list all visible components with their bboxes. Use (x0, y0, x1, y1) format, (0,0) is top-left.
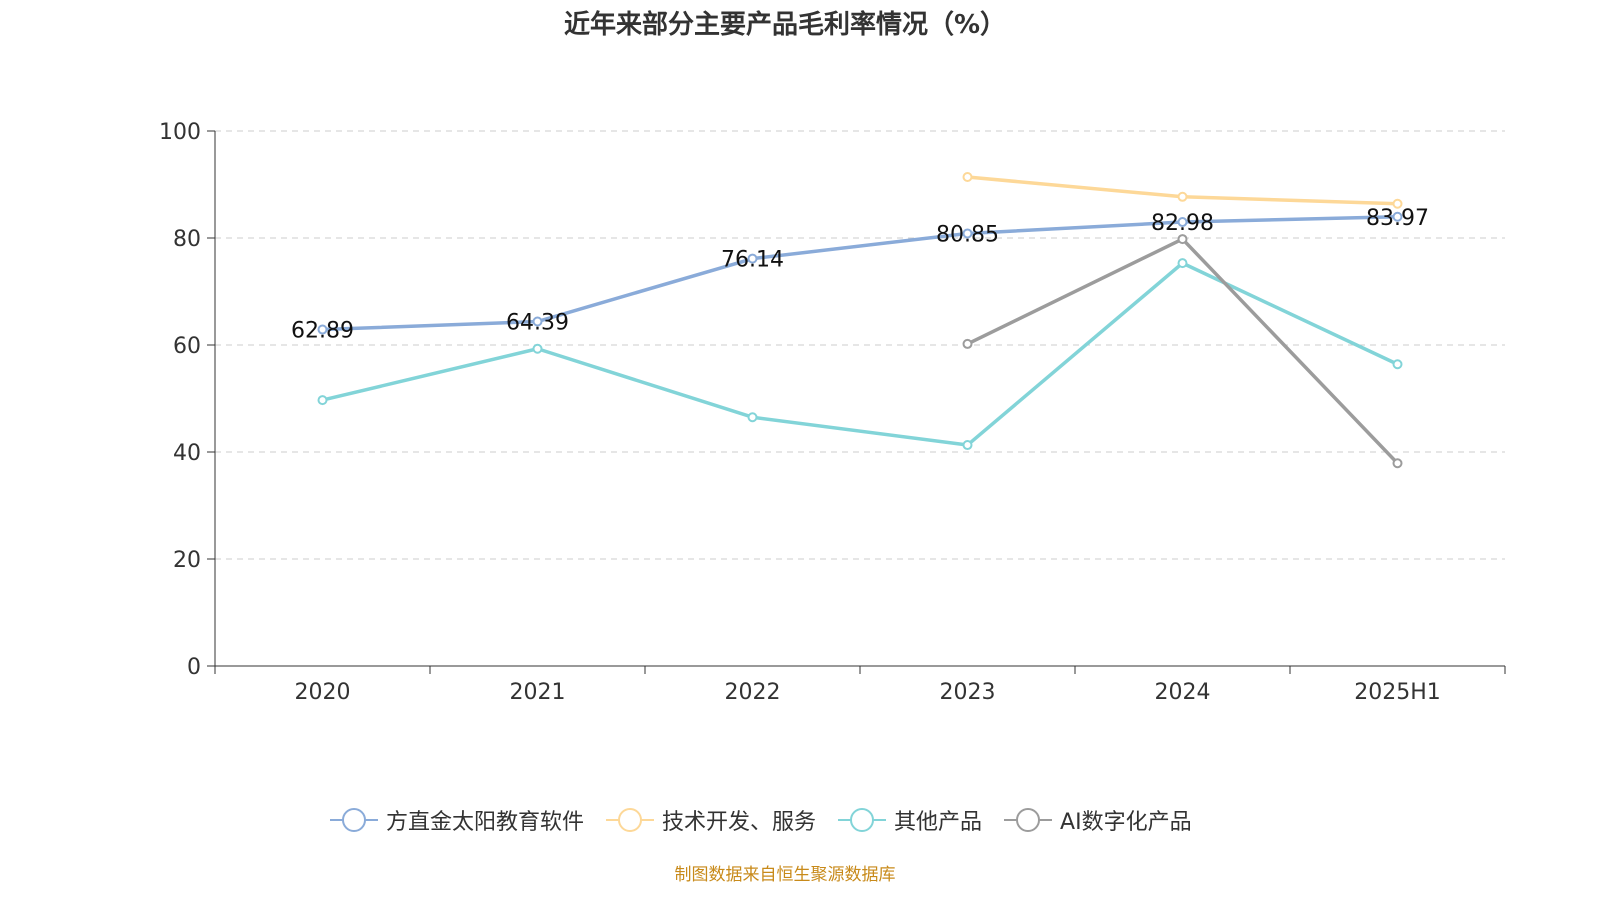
x-tick-label: 2021 (510, 680, 566, 705)
series-0: 62.89 64.39 76.14 80.85 82.98 83.97 (291, 206, 1429, 344)
data-point (1392, 211, 1403, 222)
legend-label: 其他产品 (894, 810, 983, 835)
y-tick-label: 40 (173, 441, 201, 466)
series-line (322, 215, 1398, 332)
data-point (317, 395, 328, 406)
data-point (1177, 258, 1188, 269)
legend-item[interactable]: 其他产品 (838, 804, 982, 836)
x-tick-label: 2020 (295, 680, 351, 705)
data-point (962, 338, 973, 349)
legend-item[interactable]: AI数字化产品 (1004, 804, 1192, 836)
x-tick-label: 2022 (725, 680, 781, 705)
data-point (1177, 234, 1188, 245)
data-point (962, 172, 973, 183)
source-note: 制图数据来自恒生聚源数据库 (674, 865, 896, 885)
legend-marker-icon (1004, 808, 1053, 832)
legend-item[interactable]: 技术开发、服务 (606, 804, 816, 836)
data-point (962, 440, 973, 451)
legend-marker-icon (330, 808, 378, 832)
legend: 方直金太阳教育软件 技术开发、服务 其他产品 AI数字化产品 (330, 804, 1192, 836)
data-point (1392, 198, 1403, 209)
chart-title: 近年来部分主要产品毛利率情况（%） (563, 10, 1007, 40)
series-3 (962, 234, 1403, 469)
y-tick-label: 80 (173, 227, 201, 252)
data-label: 82.98 (1151, 211, 1214, 236)
legend-label: 技术开发、服务 (662, 810, 817, 835)
x-tick-label: 2023 (940, 680, 996, 705)
series-2 (317, 258, 1403, 451)
data-point (747, 412, 758, 423)
line-chart: 0 20 40 60 80 100 2020 2021 2022 2023 2024 2025H1 62… (159, 120, 1506, 705)
data-label: 62.89 (291, 319, 354, 344)
y-tick-label: 0 (187, 655, 201, 680)
y-tick-label: 20 (173, 548, 201, 573)
data-point (317, 324, 328, 335)
data-point (1177, 217, 1188, 228)
data-point (747, 253, 758, 264)
x-tick-label: 2025H1 (1354, 680, 1441, 705)
legend-marker-icon (838, 808, 887, 832)
data-label: 76.14 (721, 248, 784, 273)
data-point (532, 316, 543, 327)
legend-label: 方直金太阳教育软件 (386, 810, 585, 835)
legend-marker-icon (606, 808, 655, 832)
legend-label: AI数字化产品 (1060, 810, 1192, 835)
series-line (322, 261, 1399, 447)
y-tick-label: 100 (159, 120, 201, 145)
data-point (1392, 359, 1403, 370)
y-tick-label: 60 (173, 334, 201, 359)
data-point (962, 228, 973, 239)
series-line (966, 237, 1399, 465)
data-point (532, 343, 543, 354)
series-1 (962, 172, 1403, 209)
data-label: 80.85 (936, 222, 999, 247)
legend-item[interactable]: 方直金太阳教育软件 (330, 804, 584, 836)
x-tick-label: 2024 (1155, 680, 1211, 705)
data-label: 83.97 (1366, 206, 1429, 231)
data-label: 64.39 (506, 311, 569, 336)
data-point (1177, 191, 1188, 202)
data-point (1392, 458, 1403, 469)
